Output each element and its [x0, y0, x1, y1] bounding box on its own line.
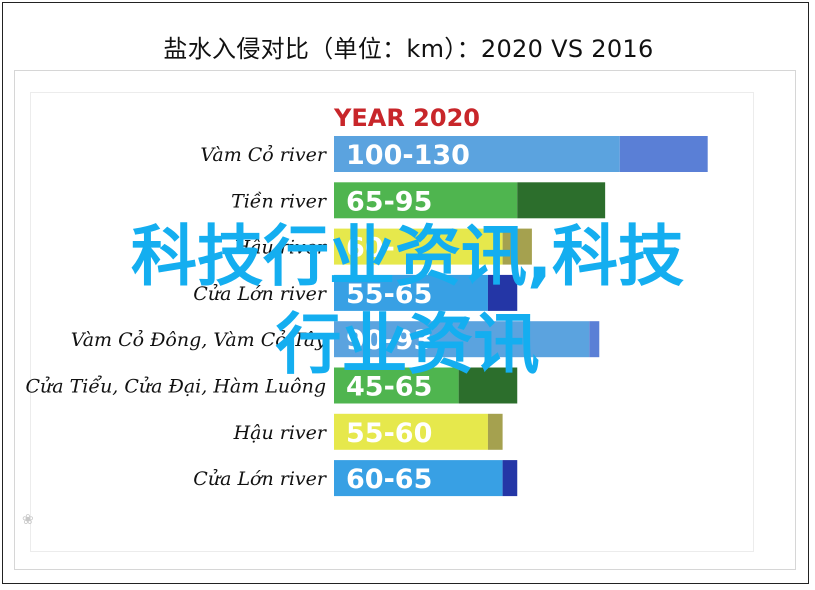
row-label: Cửa Tiểu, Cửa Đại, Hàm Luông [25, 376, 326, 398]
bar-value-label: 100-130 [346, 140, 470, 171]
bar-value-label: 55-60 [346, 418, 432, 449]
bar-0-2 [334, 228, 503, 265]
row-label: Cửa Lớn river [193, 283, 328, 305]
legend-year-2020: YEAR 2020 [333, 104, 480, 132]
bar-edge-0-1 [517, 182, 606, 219]
bar-1-1 [334, 367, 459, 404]
row-label: Vàm Cỏ river [200, 144, 328, 166]
bar-value-label: 60-65 [346, 464, 432, 495]
bar-edge-0-3 [487, 274, 518, 311]
bar-0-0 [334, 136, 620, 172]
bar-value-label: 60- [346, 233, 395, 264]
row-label: Hậu river [233, 422, 328, 444]
bar-edge-1-0 [589, 321, 600, 358]
bar-edge-1-3 [502, 460, 518, 497]
bar-edge-0-0 [619, 136, 708, 172]
bar-1-2 [334, 413, 488, 450]
bar-value-label: 90-93 [346, 325, 432, 356]
row-label: Tiền river [231, 190, 328, 212]
bar-0-1 [334, 182, 518, 219]
row-label: Hậu river [233, 237, 328, 259]
row-label: Cửa Lớn river [193, 468, 328, 490]
bar-edge-1-1 [458, 367, 518, 404]
chart-title: 盐水入侵对比（单位：km）：2020 VS 2016 [163, 35, 654, 63]
bar-1-3 [334, 460, 503, 497]
chart-panel-inner [30, 92, 754, 552]
row-label: Vàm Cỏ Đông, Vàm Cỏ Tây [71, 329, 327, 351]
bar-edge-1-2 [487, 413, 503, 450]
corner-logo-icon: ❀ [22, 512, 34, 528]
bar-value-label: 45-65 [346, 372, 432, 403]
bar-0-3 [334, 274, 488, 311]
bar-edge-0-2 [502, 228, 532, 265]
bar-value-label: 55-65 [346, 279, 432, 310]
bar-1-0 [334, 321, 590, 358]
bar-value-label: 65-95 [346, 186, 432, 217]
